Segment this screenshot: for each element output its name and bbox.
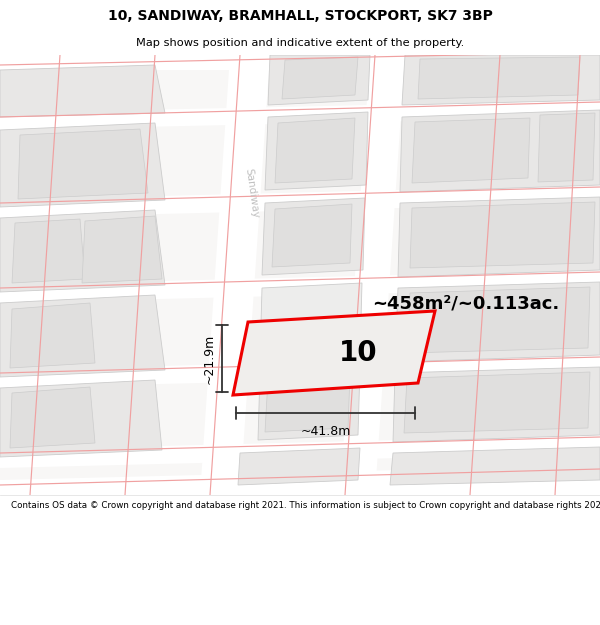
Polygon shape (0, 295, 165, 377)
Polygon shape (412, 118, 530, 183)
Polygon shape (0, 55, 600, 70)
Polygon shape (10, 387, 95, 448)
Polygon shape (0, 100, 600, 130)
Polygon shape (265, 112, 368, 190)
Polygon shape (265, 374, 350, 432)
Polygon shape (238, 448, 360, 485)
Polygon shape (418, 57, 580, 99)
Text: Map shows position and indicative extent of the property.: Map shows position and indicative extent… (136, 38, 464, 48)
Polygon shape (402, 55, 600, 105)
Polygon shape (410, 202, 595, 268)
Polygon shape (82, 216, 162, 283)
Polygon shape (10, 303, 95, 368)
Polygon shape (395, 282, 600, 362)
Polygon shape (233, 311, 435, 395)
Polygon shape (0, 210, 165, 292)
Polygon shape (282, 57, 358, 99)
Text: ~41.8m: ~41.8m (301, 425, 350, 438)
Polygon shape (268, 55, 370, 105)
Polygon shape (18, 129, 148, 199)
Polygon shape (0, 435, 600, 468)
Polygon shape (0, 465, 600, 495)
Polygon shape (272, 204, 352, 267)
Polygon shape (390, 447, 600, 485)
Text: Sandiway: Sandiway (244, 168, 260, 219)
Polygon shape (262, 198, 365, 275)
Polygon shape (398, 197, 600, 277)
Polygon shape (400, 110, 600, 192)
Polygon shape (407, 287, 590, 353)
Polygon shape (0, 55, 600, 495)
Text: Contains OS data © Crown copyright and database right 2021. This information is : Contains OS data © Crown copyright and d… (11, 501, 600, 511)
Polygon shape (538, 113, 595, 182)
Polygon shape (12, 219, 85, 283)
Polygon shape (0, 380, 162, 457)
Polygon shape (393, 367, 600, 442)
Text: ~21.9m: ~21.9m (203, 333, 216, 384)
Text: 10: 10 (339, 339, 378, 367)
Polygon shape (404, 372, 590, 433)
Polygon shape (340, 55, 405, 495)
Polygon shape (0, 185, 600, 218)
Polygon shape (0, 355, 600, 388)
Polygon shape (258, 368, 360, 440)
Polygon shape (275, 118, 355, 183)
Text: 10, SANDIWAY, BRAMHALL, STOCKPORT, SK7 3BP: 10, SANDIWAY, BRAMHALL, STOCKPORT, SK7 3… (107, 9, 493, 24)
Text: ~458m²/~0.113ac.: ~458m²/~0.113ac. (372, 294, 559, 312)
Polygon shape (200, 55, 270, 495)
Polygon shape (0, 65, 165, 117)
Polygon shape (0, 123, 165, 207)
Polygon shape (260, 283, 362, 360)
Polygon shape (0, 270, 600, 303)
